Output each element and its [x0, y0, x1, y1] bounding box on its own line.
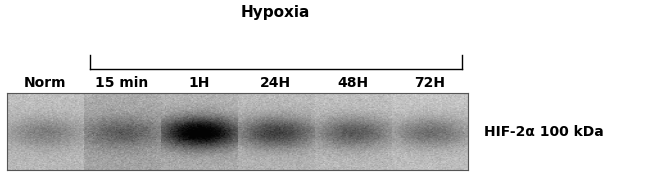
Text: HIF-2α 100 kDa: HIF-2α 100 kDa	[484, 125, 604, 139]
Text: Norm: Norm	[23, 76, 66, 90]
Text: 72H: 72H	[414, 76, 445, 90]
Text: 15 min: 15 min	[96, 76, 148, 90]
Text: 24H: 24H	[260, 76, 291, 90]
Text: 1H: 1H	[188, 76, 209, 90]
Text: Hypoxia: Hypoxia	[241, 5, 311, 20]
Text: 48H: 48H	[337, 76, 368, 90]
